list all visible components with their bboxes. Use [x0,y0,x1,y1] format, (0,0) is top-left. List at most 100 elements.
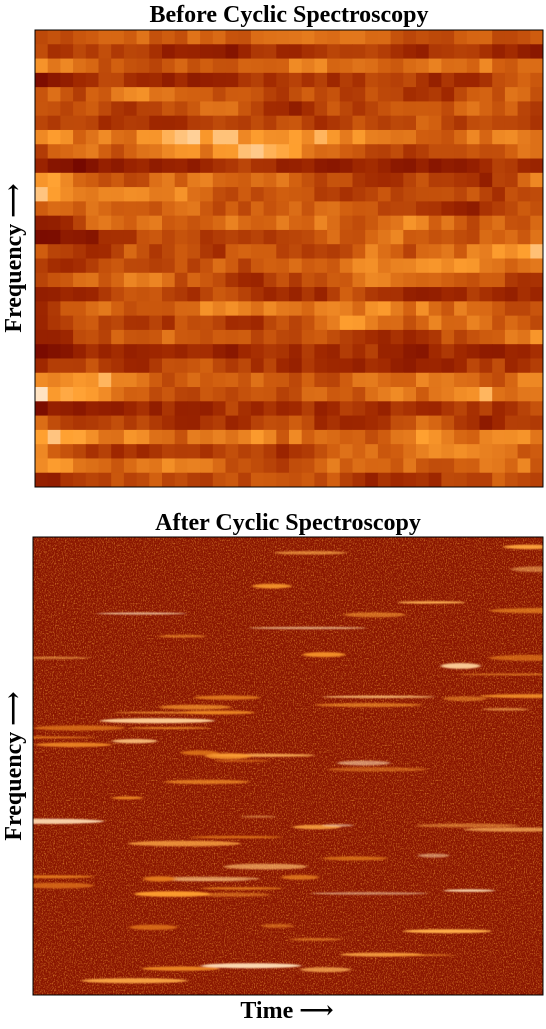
heatmap-cell [263,272,277,288]
heatmap-cell [149,101,163,117]
heatmap-cell [365,115,379,131]
heatmap-cell [454,58,468,74]
heatmap-cell [339,144,353,160]
heatmap-cell [250,415,265,431]
heatmap-cell [327,415,341,431]
heatmap-cell [174,258,188,274]
heatmap-cell [454,30,468,45]
heatmap-cell [377,301,392,317]
heatmap-cell [60,315,74,331]
heatmap-cell [73,415,87,431]
heatmap-cell [174,358,188,374]
heatmap-cell [73,329,87,345]
heatmap-cell [339,201,353,217]
heatmap-cell [479,129,493,145]
heatmap-cell [200,244,214,259]
heatmap-cell [339,44,353,60]
heatmap-cell [327,287,341,302]
heatmap-cell [174,158,188,174]
heatmap-cell [225,229,239,245]
heatmap-cell [225,344,239,359]
heatmap-cell [390,229,404,245]
heatmap-cell [492,444,506,459]
heatmap-cell [136,129,150,145]
heatmap-cell [73,287,87,302]
heatmap-cell [454,87,468,102]
heatmap-cell [111,187,125,202]
heatmap-cell [111,401,125,417]
heatmap-cell [200,315,214,331]
heatmap-cell [327,201,341,217]
heatmap-cell [301,244,315,259]
heatmap-cell [263,258,277,274]
heatmap-cell [174,215,188,231]
heatmap-cell [238,229,252,245]
heatmap-cell [85,415,99,431]
heatmap-cell [200,387,214,402]
heatmap-cell [517,444,531,459]
heatmap-cell [377,272,392,288]
heatmap-cell [225,315,239,331]
heatmap-cell [492,172,506,188]
heatmap-cell [517,244,531,259]
heatmap-cell [530,30,544,45]
heatmap-cell [238,144,252,160]
heatmap-cell [174,187,188,202]
heatmap-cell [47,115,61,131]
heatmap-cell [136,401,150,417]
heatmap-cell [339,329,353,345]
heatmap-cell [238,30,252,45]
heatmap-cell [301,30,315,45]
heatmap-cell [492,458,506,474]
heatmap-cell [517,172,531,188]
heatmap-cell [47,415,61,431]
heatmap-cell [238,129,252,145]
heatmap-cell [365,301,379,317]
heatmap-cell [73,401,87,417]
heatmap-cell [428,329,442,345]
heatmap-cell [454,215,468,231]
heatmap-cell [238,444,252,459]
heatmap-cell [428,87,442,102]
heatmap-cell [35,115,49,131]
heatmap-cell [123,472,138,488]
heatmap-cell [314,129,328,145]
heatmap-cell [276,87,290,102]
heatmap-cell [85,387,99,402]
heatmap-cell [98,229,112,245]
heatmap-cell [504,30,519,45]
heatmap-cell [492,129,506,145]
streak [457,673,543,676]
heatmap-cell [327,429,341,445]
heatmap-cell [479,72,493,88]
heatmap-cell [85,258,99,274]
heatmap-cell [530,72,544,88]
heatmap-cell [212,315,226,331]
heatmap-cell [136,30,150,45]
heatmap-cell [73,72,87,88]
heatmap-cell [403,429,417,445]
heatmap-cell [530,215,544,231]
heatmap-cell [162,315,176,331]
streak [302,652,346,658]
heatmap-cell [85,344,99,359]
heatmap-cell [111,229,125,245]
heatmap-cell [60,458,74,474]
heatmap-cell [187,344,201,359]
heatmap-cell [530,387,544,402]
heatmap-cell [187,415,201,431]
heatmap-cell [441,458,455,474]
heatmap-cell [314,444,328,459]
heatmap-cell [47,229,61,245]
heatmap-cell [111,158,125,174]
heatmap-cell [123,329,138,345]
heatmap-cell [377,429,392,445]
heatmap-cell [339,401,353,417]
heatmap-cell [73,187,87,202]
heatmap-cell [276,401,290,417]
heatmap-cell [504,244,519,259]
heatmap-cell [466,87,480,102]
heatmap-cell [73,101,87,117]
heatmap-cell [60,429,74,445]
heatmap-cell [428,158,442,174]
